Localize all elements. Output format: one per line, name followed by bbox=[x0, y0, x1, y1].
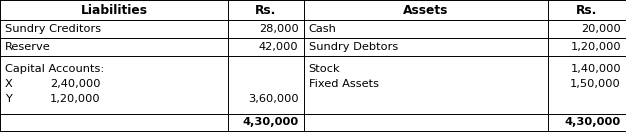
Text: 4,30,000: 4,30,000 bbox=[565, 117, 621, 127]
Text: 2,40,000: 2,40,000 bbox=[50, 79, 101, 89]
Text: Reserve: Reserve bbox=[5, 42, 51, 52]
Text: 4,30,000: 4,30,000 bbox=[242, 117, 299, 127]
Text: Rs.: Rs. bbox=[576, 4, 598, 17]
Text: Sundry Debtors: Sundry Debtors bbox=[309, 42, 398, 52]
Text: Rs.: Rs. bbox=[255, 4, 277, 17]
Text: Stock: Stock bbox=[309, 64, 341, 74]
Text: 1,40,000: 1,40,000 bbox=[570, 64, 621, 74]
Text: Assets: Assets bbox=[403, 4, 448, 17]
Text: 1,50,000: 1,50,000 bbox=[570, 79, 621, 89]
Text: 3,60,000: 3,60,000 bbox=[248, 94, 299, 104]
Text: Cash: Cash bbox=[309, 24, 337, 34]
Text: Capital Accounts:: Capital Accounts: bbox=[5, 64, 105, 74]
Text: 1,20,000: 1,20,000 bbox=[50, 94, 101, 104]
Text: X: X bbox=[5, 79, 13, 89]
Text: 20,000: 20,000 bbox=[582, 24, 621, 34]
Text: Liabilities: Liabilities bbox=[81, 4, 148, 17]
Text: 1,20,000: 1,20,000 bbox=[570, 42, 621, 52]
Text: Y: Y bbox=[5, 94, 12, 104]
Text: Fixed Assets: Fixed Assets bbox=[309, 79, 379, 89]
Text: 28,000: 28,000 bbox=[259, 24, 299, 34]
Text: 42,000: 42,000 bbox=[259, 42, 299, 52]
Text: Sundry Creditors: Sundry Creditors bbox=[5, 24, 101, 34]
